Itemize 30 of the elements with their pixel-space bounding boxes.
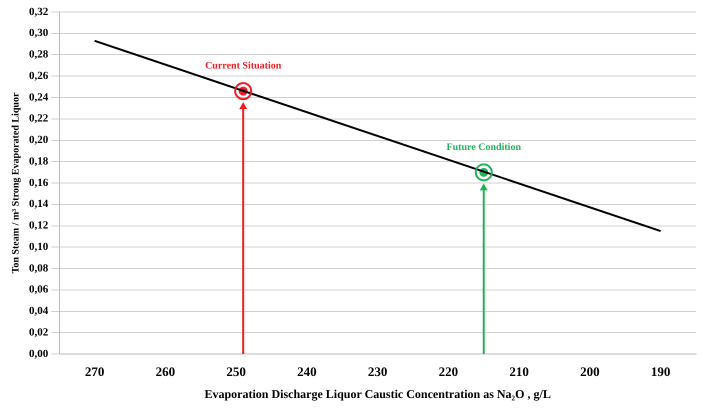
y-tick-label: 0,06 (29, 284, 49, 296)
x-tick-label: 190 (650, 364, 670, 380)
x-tick-label: 200 (580, 364, 600, 380)
x-tick-label: 270 (84, 364, 104, 380)
x-tick-label: 210 (509, 364, 529, 380)
y-axis-title: Ton Steam / m³ Strong Evaporated Liquor (10, 92, 22, 274)
y-tick-label: 0,00 (29, 348, 49, 360)
y-tick-label: 0,02 (29, 326, 49, 338)
y-tick-label: 0,08 (29, 262, 49, 274)
annotation: Future Condition (446, 142, 522, 153)
x-axis-title: Evaporation Discharge Liquor Caustic Concentration as Na₂O , g/L (204, 386, 551, 401)
y-tick-label: 0,30 (29, 27, 49, 40)
y-tick-label: 0,24 (29, 91, 49, 104)
y-tick-label: 0,26 (29, 70, 49, 82)
y-tick-label: 0,14 (29, 198, 49, 210)
y-tick-label: 0,20 (29, 134, 49, 146)
y-tick-label: 0,32 (29, 6, 49, 18)
y-tick-label: 0,04 (29, 305, 49, 318)
x-tick-label: 220 (438, 364, 458, 380)
y-tick-label: 0,28 (29, 48, 49, 61)
y-tick-label: 0,10 (29, 240, 49, 253)
x-tick-label: 240 (297, 364, 317, 380)
y-tick-label: 0,18 (29, 155, 49, 168)
x-tick-label: 260 (156, 364, 176, 380)
y-tick-label: 0,22 (29, 112, 49, 125)
x-tick-label: 230 (368, 364, 388, 380)
x-tick-label: 250 (226, 364, 246, 380)
annotation: Current Situation (205, 60, 282, 72)
y-tick-label: 0,16 (29, 176, 49, 189)
y-tick-label: 0,12 (29, 220, 49, 232)
